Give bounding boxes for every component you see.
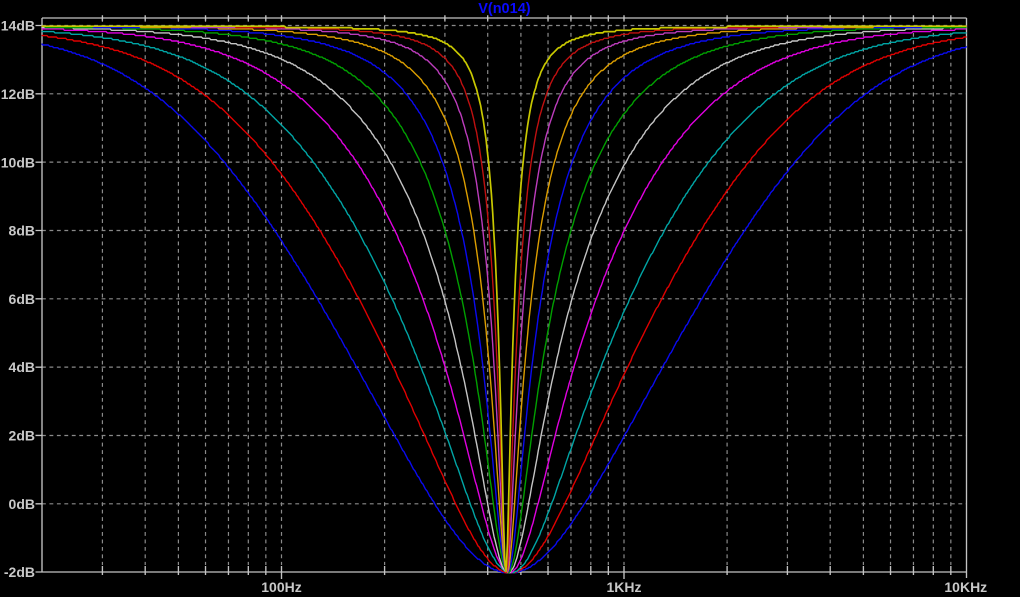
- svg-text:6dB: 6dB: [9, 291, 35, 307]
- svg-text:10dB: 10dB: [1, 154, 35, 170]
- svg-text:1KHz: 1KHz: [606, 579, 641, 595]
- svg-text:100Hz: 100Hz: [261, 579, 301, 595]
- svg-text:0dB: 0dB: [9, 496, 35, 512]
- svg-text:V(n014): V(n014): [478, 1, 531, 17]
- svg-text:10KHz: 10KHz: [944, 579, 987, 595]
- svg-text:14dB: 14dB: [1, 18, 35, 34]
- svg-text:8dB: 8dB: [9, 223, 35, 239]
- svg-text:4dB: 4dB: [9, 359, 35, 375]
- svg-text:-2dB: -2dB: [4, 564, 35, 580]
- svg-text:12dB: 12dB: [1, 86, 35, 102]
- svg-text:2dB: 2dB: [9, 428, 35, 444]
